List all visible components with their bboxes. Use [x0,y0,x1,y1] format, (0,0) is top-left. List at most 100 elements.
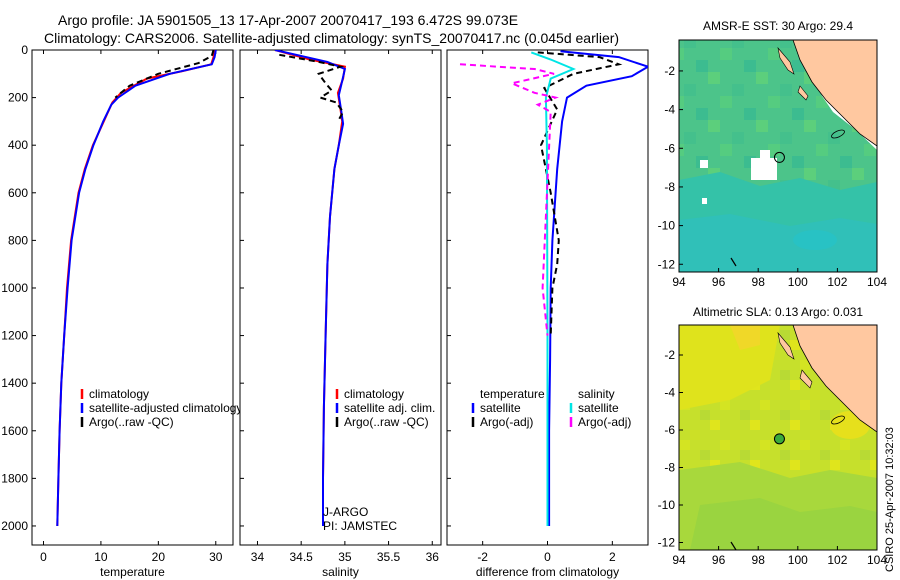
difference-series-temperature-satellite [548,50,648,526]
sst-map-title: AMSR-E SST: 30 Argo: 29.4 [703,19,853,33]
map-y-tick-label: -12 [658,257,676,271]
sst-map-field [679,40,877,272]
enggano-island-2 [831,415,845,425]
temperature-panel: 0 10 20 30 0 200 400 600 800 1000 1200 1400 1600 1800… [1,43,242,579]
sst-cool-region-2 [679,214,877,272]
map-x-tick-label: 104 [867,553,887,567]
x-tick-label: 36 [426,550,440,564]
difference-series-group [459,50,648,526]
legend-label: satellite adj. clim. [344,401,435,415]
y-tick-label: 1200 [1,329,28,343]
difference-series-salinity-satellite [530,51,576,526]
annotation-text: J-ARGO [323,505,368,519]
sst-cloud-patch [751,158,777,180]
salinity-axes-frame [239,49,442,546]
sla-map-frame [678,324,878,551]
temperature-axes-frame [31,49,234,546]
y-tick-label: 400 [8,138,28,152]
map-y-tick-label: -2 [664,64,675,78]
x-tick-label: 35 [338,550,352,564]
salinity-series-satellite-adj-clim- [274,50,347,526]
y-tick-label: 1000 [1,281,28,295]
salinity-xlabel: salinity [322,565,359,579]
map-x-tick-label: 96 [712,553,726,567]
difference-series-salinity-argo-adj- [459,63,559,336]
map-x-tick-label: 100 [788,275,808,289]
legend-label: Argo(..raw -QC) [89,415,174,429]
legend-label: satellite [578,401,619,415]
legend-label: climatology [344,387,404,401]
sst-float-marker [773,151,785,163]
legend-label: satellite-adjusted climatology [89,401,242,415]
small-island-2 [730,541,737,550]
enggano-island [831,129,845,139]
map-y-tick-label: -2 [664,348,675,362]
y-tick-label: 0 [21,43,28,57]
map-y-tick-label: -10 [658,219,676,233]
map-y-tick-label: -6 [664,141,675,155]
x-tick-label: 20 [152,550,166,564]
legend-label: Argo(..raw -QC) [344,415,429,429]
map-x-tick-label: 94 [672,275,686,289]
y-tick-label: 2000 [1,519,28,533]
sst-cloud-patch-3 [700,160,708,168]
annotation-text: PI: JAMSTEC [323,519,397,533]
map-y-tick-label: -8 [664,180,675,194]
x-tick-label: 34 [251,550,265,564]
difference-xlabel: difference from climatology [476,565,619,579]
legend-group-title: temperature [480,387,545,401]
figure-title-line2: Climatology: CARS2006. Satellite-adjuste… [44,30,620,46]
sst-cloud-patch-4 [702,198,707,204]
map-y-tick-label: -8 [664,461,675,475]
x-tick-label: 34.5 [289,550,313,564]
salinity-series-argo-raw-qc- [279,53,345,122]
y-tick-label: 600 [8,186,28,200]
temperature-xlabel: temperature [100,565,165,579]
sla-map-panel: Altimetric SLA: 0.13 Argo: 0.031 94 96 98 1… [658,305,888,567]
island-shape-4 [799,369,813,389]
map-y-tick-label: -6 [664,423,675,437]
y-tick-label: 200 [8,91,28,105]
x-tick-label: 35.5 [377,550,401,564]
y-tick-label: 800 [8,233,28,247]
map-x-tick-label: 102 [827,553,847,567]
map-x-tick-label: 98 [752,553,766,567]
map-y-tick-label: -12 [658,536,676,550]
sla-float-marker [773,433,785,445]
y-tick-label: 1600 [1,424,28,438]
x-tick-label: 30 [209,550,223,564]
x-tick-label: 0 [40,550,47,564]
map-x-tick-label: 102 [827,275,847,289]
map-x-tick-label: 98 [752,275,766,289]
temperature-series-group [56,50,217,527]
sla-map-title: Altimetric SLA: 0.13 Argo: 0.031 [693,305,863,319]
map-x-tick-label: 94 [672,553,686,567]
y-tick-label: 1800 [1,471,28,485]
map-x-tick-label: 104 [867,275,887,289]
salinity-panel: 34 34.5 35 35.5 36 salinity climatologysatelli… [239,49,442,579]
island-shape [777,46,795,75]
map-x-tick-label: 100 [788,553,808,567]
sumatra-land [792,40,877,147]
small-island [730,257,737,267]
figure-title-line1: Argo profile: JA 5901505_13 17-Apr-2007 … [58,12,519,28]
sst-map-frame [678,39,878,273]
legend-group-title: salinity [578,387,615,401]
island-shape-3 [777,331,795,360]
sst-cold-patch [793,230,837,250]
sst-map-panel: AMSR-E SST: 30 Argo: 29.4 94 96 98 100 102 10… [658,19,888,289]
salinity-series-group [274,50,347,526]
legend-label: Argo(-adj) [578,415,631,429]
sst-cloud-patch-2 [760,150,770,160]
x-tick-label: 2 [609,550,616,564]
island-shape-2 [797,85,809,101]
map-x-tick-label: 96 [712,275,726,289]
x-tick-label: 10 [94,550,108,564]
temperature-series-argo-raw-qc- [114,50,215,99]
sla-low-region-2 [690,498,877,550]
map-y-tick-label: -4 [664,386,675,400]
map-y-tick-label: -4 [664,103,675,117]
temperature-series-satellite-adjusted-climatology [56,50,217,527]
